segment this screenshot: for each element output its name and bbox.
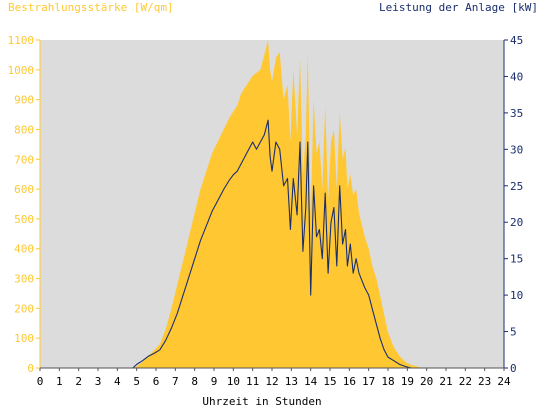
x-axis-title: Uhrzeit in Stunden [202,395,321,408]
x-tick-label: 13 [285,375,298,388]
x-tick-label: 20 [420,375,433,388]
x-tick-label: 19 [401,375,414,388]
x-tick-label: 18 [381,375,394,388]
y-right-tick-label: 45 [510,34,523,47]
y-left-tick-label: 500 [14,213,34,226]
y-right-tick-label: 40 [510,70,523,83]
y-right-tick-label: 35 [510,107,523,120]
y-left-tick-label: 1100 [8,34,35,47]
axes-layer: 0100200300400500600700800900100011000510… [8,34,524,388]
y-left-tick-label: 1000 [8,64,35,77]
y-left-tick-label: 400 [14,243,34,256]
x-tick-label: 7 [172,375,179,388]
y-left-tick-label: 700 [14,153,34,166]
y-right-tick-label: 30 [510,143,523,156]
plot-layer [40,40,504,369]
x-tick-label: 8 [191,375,198,388]
x-tick-label: 24 [497,375,511,388]
x-tick-label: 15 [323,375,336,388]
y-right-tick-label: 0 [510,362,517,375]
x-tick-label: 0 [37,375,44,388]
x-tick-label: 11 [246,375,259,388]
x-tick-label: 1 [56,375,63,388]
x-tick-label: 17 [362,375,375,388]
y-left-axis-title: Bestrahlungsstärke [W/qm] [8,1,174,14]
y-left-tick-label: 600 [14,183,34,196]
x-tick-label: 23 [478,375,491,388]
y-left-tick-label: 300 [14,273,34,286]
y-right-axis-title: Leistung der Anlage [kW] [379,1,538,14]
y-right-tick-label: 25 [510,180,523,193]
x-tick-label: 9 [211,375,218,388]
x-tick-label: 6 [153,375,160,388]
x-tick-label: 4 [114,375,121,388]
x-tick-label: 10 [227,375,240,388]
irradiance-area [40,40,504,368]
x-tick-label: 2 [75,375,82,388]
y-left-tick-label: 800 [14,123,34,136]
x-tick-label: 22 [459,375,472,388]
x-tick-label: 16 [343,375,356,388]
y-left-tick-label: 200 [14,302,34,315]
y-left-tick-label: 0 [27,362,34,375]
y-right-tick-label: 15 [510,253,523,266]
x-tick-label: 21 [439,375,452,388]
x-tick-label: 3 [95,375,102,388]
x-tick-label: 12 [265,375,278,388]
y-left-tick-label: 100 [14,332,34,345]
y-right-tick-label: 10 [510,289,523,302]
x-tick-label: 14 [304,375,318,388]
y-right-tick-label: 5 [510,326,517,339]
x-tick-label: 5 [133,375,140,388]
y-right-tick-label: 20 [510,216,523,229]
y-left-tick-label: 900 [14,94,34,107]
power-line [40,119,504,369]
